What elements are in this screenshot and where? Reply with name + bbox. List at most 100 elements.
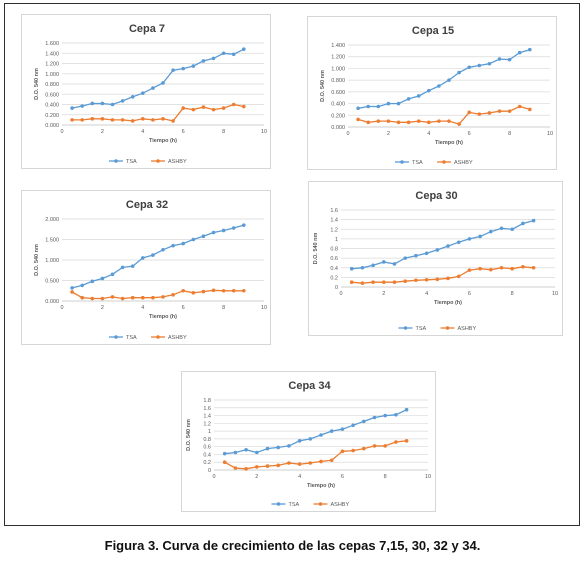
x-tick-label: 10: [547, 131, 553, 137]
x-axis-label: Tiempo (h): [149, 314, 177, 320]
data-point-tsa: [201, 234, 206, 239]
x-tick-label: 10: [425, 474, 431, 480]
y-tick-label: 1: [335, 237, 338, 243]
data-point-ashby: [446, 276, 450, 281]
data-point-ashby: [110, 118, 115, 122]
data-point-tsa: [90, 279, 95, 284]
data-point-tsa: [414, 253, 418, 258]
data-point-ashby: [171, 293, 175, 297]
data-point-tsa: [110, 272, 115, 277]
data-point-ashby: [437, 119, 441, 123]
data-point-ashby: [360, 281, 365, 285]
chart-title: Cepa 30: [415, 190, 457, 202]
data-point-ashby: [528, 107, 532, 112]
data-point-tsa: [497, 57, 502, 61]
data-point-tsa: [499, 226, 504, 231]
x-axis-label: Tiempo (h): [434, 300, 462, 306]
data-point-ashby: [404, 439, 409, 443]
data-point-tsa: [478, 234, 482, 239]
data-point-tsa: [360, 265, 365, 270]
legend-label-ashby: ASHBY: [168, 335, 187, 341]
data-point-ashby: [366, 120, 370, 125]
data-point-ashby: [221, 106, 226, 110]
y-tick-label: 0.200: [45, 113, 59, 119]
data-point-tsa: [456, 240, 461, 245]
x-tick-label: 8: [222, 305, 225, 311]
data-point-tsa: [382, 260, 386, 264]
data-point-tsa: [161, 81, 165, 85]
data-point-ashby: [517, 104, 522, 109]
chart-cepa-32: Cepa 32 0.000 0.500 1.000 1.500 2.000 0 2 4 6 8 10 T…: [34, 199, 267, 341]
legend-marker-ashby: [156, 335, 160, 339]
data-point-ashby: [151, 295, 155, 300]
data-point-tsa: [396, 101, 401, 106]
data-point-ashby: [100, 296, 105, 301]
data-point-tsa: [130, 95, 135, 99]
data-point-ashby: [414, 278, 418, 283]
series-line-ashby: [351, 266, 534, 284]
legend-label-ashby: ASHBY: [454, 160, 473, 166]
data-point-tsa: [349, 266, 354, 271]
data-point-tsa: [356, 106, 360, 111]
data-point-ashby: [231, 102, 236, 107]
legend-marker-ashby: [318, 502, 323, 506]
data-point-tsa: [487, 61, 492, 66]
data-point-ashby: [376, 119, 381, 123]
y-tick-label: 1.000: [331, 66, 345, 72]
data-point-tsa: [297, 439, 302, 443]
data-point-tsa: [221, 51, 226, 56]
data-point-ashby: [287, 461, 291, 465]
data-point-tsa: [80, 104, 84, 108]
x-tick-label: 2: [382, 291, 385, 297]
data-point-tsa: [222, 451, 227, 456]
y-tick-label: 1.200: [331, 55, 345, 61]
data-point-ashby: [233, 466, 238, 470]
x-tick-label: 4: [427, 131, 430, 137]
data-point-tsa: [211, 230, 216, 235]
x-tick-label: 8: [222, 129, 225, 135]
data-point-ashby: [340, 449, 345, 454]
data-point-tsa: [383, 413, 387, 418]
data-point-ashby: [396, 120, 401, 125]
legend-marker-ashby: [445, 326, 450, 330]
data-point-ashby: [130, 295, 135, 300]
series-line-ashby: [224, 440, 407, 470]
legend-label-tsa: TSA: [289, 502, 300, 508]
data-point-ashby: [467, 268, 472, 272]
data-point-tsa: [181, 66, 185, 71]
data-point-ashby: [80, 118, 84, 122]
data-point-tsa: [120, 99, 125, 103]
data-point-ashby: [70, 290, 74, 294]
data-point-tsa: [489, 229, 493, 234]
data-point-ashby: [161, 295, 165, 299]
y-tick-label: 1.6: [330, 208, 338, 214]
data-point-ashby: [386, 119, 391, 123]
data-point-ashby: [151, 118, 155, 122]
data-point-tsa: [340, 427, 345, 431]
y-tick-label: 1.000: [45, 258, 59, 264]
y-tick-label: 0.400: [331, 102, 345, 108]
y-tick-label: 1.400: [331, 43, 345, 49]
data-point-ashby: [110, 295, 115, 299]
y-axis-label: D.O. 540 nm: [34, 244, 40, 276]
series-line-ashby: [71, 289, 244, 300]
x-tick-label: 2: [101, 305, 104, 311]
chart-cepa-15: Cepa 15 0.000 0.200 0.400 0.600 0.800 1.000 1.2…: [320, 25, 553, 166]
x-axis-label: Tiempo (h): [149, 138, 177, 144]
y-tick-label: 0.800: [331, 78, 345, 84]
chart-cepa-7: Cepa 7 0.000 0.200 0.400 0.600 0.800 1.000 1.20…: [34, 23, 267, 165]
data-point-ashby: [244, 467, 248, 471]
data-point-ashby: [467, 110, 471, 115]
data-point-ashby: [382, 280, 386, 284]
data-point-ashby: [120, 296, 125, 301]
y-tick-label: 1.400: [45, 51, 59, 57]
data-point-tsa: [130, 264, 135, 268]
chart-panel-cepa-34: Cepa 34 0 0.2 0.4 0.6 0.8 1 1.2 1.4 1.6 1.8 0 2 4 6 8 10…: [181, 371, 436, 512]
data-point-ashby: [457, 122, 461, 126]
x-tick-label: 0: [60, 129, 63, 135]
y-tick-label: 0.500: [45, 279, 59, 285]
legend-label-ashby: ASHBY: [458, 326, 477, 332]
data-point-ashby: [242, 104, 246, 109]
data-point-tsa: [181, 241, 185, 246]
data-point-ashby: [90, 296, 95, 301]
